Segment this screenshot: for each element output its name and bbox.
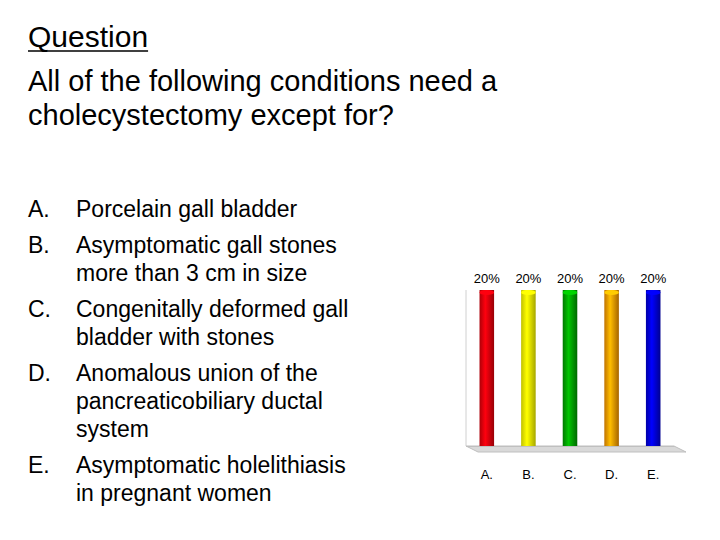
option-letter: B. (28, 232, 50, 258)
x-axis: A. B. C. D. E. (467, 446, 675, 482)
bar (480, 290, 495, 446)
option-letter: E. (28, 452, 50, 478)
option-text: Congenitally deformed gall (76, 296, 348, 322)
option-text: bladder with stones (76, 324, 274, 350)
heading: Question (28, 20, 148, 53)
option-text: Anomalous union of the (76, 360, 318, 386)
bar-cap (521, 290, 536, 295)
bar (646, 290, 661, 446)
data-label: 20% (474, 271, 500, 286)
option-letter: C. (28, 296, 51, 322)
option-text: Asymptomatic gall stones (76, 232, 337, 258)
x-tick-label: E. (647, 467, 659, 482)
x-tick: D. (605, 446, 618, 482)
x-tick: A. (481, 446, 493, 482)
question-line: All of the following conditions need a (28, 65, 498, 97)
x-tick-label: A. (481, 467, 493, 482)
data-label: 20% (557, 271, 583, 286)
bar-cap (480, 290, 495, 295)
floor (466, 446, 686, 452)
option-text: Porcelain gall bladder (76, 196, 298, 222)
x-tick-label: C. (564, 467, 577, 482)
x-tick: C. (564, 446, 577, 482)
bar (563, 290, 578, 446)
heading-underline (28, 50, 148, 52)
data-label: 20% (515, 271, 541, 286)
x-tick-label: D. (605, 467, 618, 482)
option-text: pancreaticobiliary ductal (76, 388, 323, 414)
plot (480, 290, 661, 446)
option-text: Asymptomatic holelithiasis (76, 452, 346, 478)
x-axis-line (467, 446, 675, 447)
bar-cap (646, 290, 661, 295)
data-label: 20% (599, 271, 625, 286)
option-text: in pregnant women (76, 480, 272, 506)
option-text: more than 3 cm in size (76, 260, 307, 286)
question-line: cholecystectomy except for? (28, 99, 394, 131)
bar (604, 290, 619, 446)
bar (521, 290, 536, 446)
x-tick-label: B. (522, 467, 534, 482)
slide: Question All of the following conditions … (0, 0, 720, 540)
data-label: 20% (640, 271, 666, 286)
bar-cap (604, 290, 619, 295)
option-text: system (76, 416, 149, 442)
x-tick: E. (647, 446, 659, 482)
y-axis-line (466, 290, 467, 446)
bar-cap (563, 290, 578, 295)
x-tick: B. (522, 446, 534, 482)
option-letter: A. (28, 196, 50, 222)
option-letter: D. (28, 360, 51, 386)
